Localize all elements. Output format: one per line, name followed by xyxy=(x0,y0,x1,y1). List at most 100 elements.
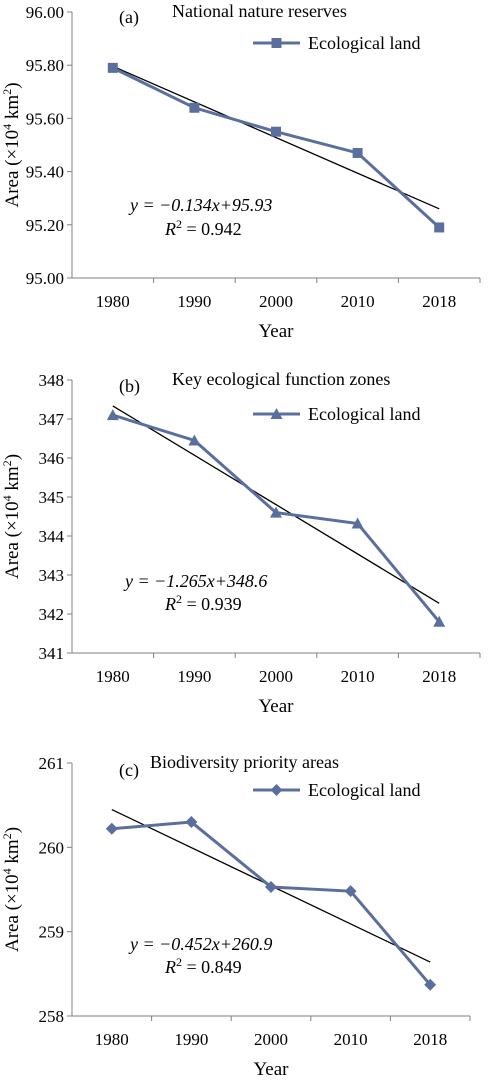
series-line xyxy=(111,820,432,986)
y-tick-label: 348 xyxy=(39,371,65,390)
trend-line xyxy=(112,405,440,604)
y-axis-title-text: Area (×10 xyxy=(2,874,23,952)
data-point xyxy=(352,147,363,158)
legend-label: Ecological land xyxy=(308,780,420,800)
chart-title: Biodiversity priority areas xyxy=(150,752,339,772)
data-point xyxy=(188,434,201,446)
y-tick-label: 343 xyxy=(39,566,65,585)
r-squared: R2 = 0.942 xyxy=(164,217,242,239)
r-squared-exponent: 2 xyxy=(176,217,182,231)
y-axis-title-unit: km xyxy=(2,95,23,124)
r-squared: R2 = 0.939 xyxy=(164,592,242,614)
x-tick-label: 2010 xyxy=(334,1030,368,1049)
x-tick-label: 2000 xyxy=(259,667,293,686)
y-tick-label: 96.00 xyxy=(26,3,64,22)
x-tick-label: 2018 xyxy=(422,667,456,686)
y-tick-label: 95.20 xyxy=(26,216,64,235)
y-tick-label: 95.00 xyxy=(26,269,64,288)
trend-line xyxy=(112,65,440,210)
y-axis-title: Area (×104 km2) xyxy=(0,454,23,579)
y-axis-title-unit: km xyxy=(2,839,23,868)
regression-equation: y = −1.265x+348.6 xyxy=(123,571,267,591)
y-axis-title-close: ) xyxy=(2,82,23,88)
data-point xyxy=(189,102,200,113)
r-squared: R2 = 0.849 xyxy=(164,955,242,977)
y-tick-label: 344 xyxy=(39,527,65,546)
legend-marker xyxy=(270,408,283,419)
legend-marker xyxy=(271,38,282,48)
r-squared-exponent: 2 xyxy=(176,592,182,606)
x-tick-label: 2000 xyxy=(259,292,293,311)
r-squared-value: = 0.849 xyxy=(182,957,242,977)
y-axis-title: Area (×104 km2) xyxy=(0,82,23,207)
y-axis-title-exponent: 4 xyxy=(0,124,14,130)
regression-equation: y = −0.134x+95.93 xyxy=(128,195,272,215)
x-tick-label: 1980 xyxy=(96,292,130,311)
y-tick-label: 259 xyxy=(39,923,65,942)
data-point xyxy=(424,978,437,991)
data-point xyxy=(351,517,364,529)
data-point xyxy=(344,885,357,898)
x-tick-label: 2018 xyxy=(422,292,456,311)
data-point xyxy=(185,816,198,829)
panel-label: (b) xyxy=(119,376,140,397)
chart-panel-3: 258 259 260 261 1980 1990 2000 2010 2018 Year Area… xyxy=(0,752,471,1080)
data-point xyxy=(271,126,281,137)
y-tick-label: 341 xyxy=(39,644,65,663)
y-tick-label: 347 xyxy=(39,410,65,429)
x-tick-label: 2018 xyxy=(413,1030,447,1049)
y-tick-label: 342 xyxy=(39,605,65,624)
chart-panel-1: 95.00 95.20 95.40 95.60 95.80 96.00 1980 1990 20… xyxy=(0,1,481,342)
regression-equation: y = −0.452x+260.9 xyxy=(128,934,272,954)
data-point xyxy=(107,62,118,73)
r-squared-exponent: 2 xyxy=(176,955,182,969)
panel-label: (a) xyxy=(119,7,139,28)
chart-title: National nature reserves xyxy=(172,1,347,21)
legend-marker xyxy=(270,784,283,796)
x-axis-title: Year xyxy=(258,321,294,342)
x-tick-label: 2010 xyxy=(341,667,375,686)
x-tick-label: 1990 xyxy=(177,292,211,311)
y-tick-label: 95.40 xyxy=(26,163,64,182)
panel-label: (c) xyxy=(119,760,139,781)
data-point xyxy=(270,506,282,518)
chart-title: Key ecological function zones xyxy=(172,369,390,389)
y-tick-label: 345 xyxy=(39,488,65,507)
x-tick-label: 1990 xyxy=(177,667,211,686)
r-squared-symbol: R xyxy=(164,957,176,977)
y-tick-label: 261 xyxy=(39,754,65,773)
x-tick-label: 1980 xyxy=(95,1030,129,1049)
y-axis-title-exponent: 4 xyxy=(0,868,14,874)
y-axis-title-close: ) xyxy=(2,827,23,833)
y-tick-label: 258 xyxy=(39,1007,65,1026)
data-point xyxy=(105,822,118,835)
data-point xyxy=(106,409,119,421)
legend-label: Ecological land xyxy=(308,404,420,424)
legend-label: Ecological land xyxy=(308,33,420,53)
y-axis-title-text: Area (×10 xyxy=(2,130,23,208)
y-tick-label: 95.80 xyxy=(26,56,64,75)
x-tick-label: 1990 xyxy=(174,1030,208,1049)
x-axis-title: Year xyxy=(253,1059,289,1080)
r-squared-symbol: R xyxy=(164,219,176,239)
y-axis-title-exponent: 4 xyxy=(0,495,14,501)
y-axis-title-unit-exponent: 2 xyxy=(0,833,14,839)
x-axis-title: Year xyxy=(258,696,294,717)
y-tick-label: 260 xyxy=(39,838,65,857)
y-tick-label: 346 xyxy=(39,449,65,468)
y-axis-title-close: ) xyxy=(2,454,23,460)
r-squared-symbol: R xyxy=(164,594,176,614)
data-point xyxy=(434,222,445,233)
r-squared-value: = 0.942 xyxy=(182,219,242,239)
x-tick-label: 2000 xyxy=(254,1030,288,1049)
data-point xyxy=(265,880,277,893)
x-tick-label: 1980 xyxy=(96,667,130,686)
chart-panel-2: 341 342 343 344 345 346 347 348 1980 1990 2000 2010… xyxy=(0,369,481,717)
r-squared-value: = 0.939 xyxy=(182,594,242,614)
y-tick-label: 95.60 xyxy=(26,109,64,128)
y-axis-title-unit-exponent: 2 xyxy=(0,460,14,466)
y-axis-title-unit: km xyxy=(2,466,23,495)
y-axis-title-text: Area (×10 xyxy=(2,501,23,579)
x-tick-label: 2010 xyxy=(341,292,375,311)
